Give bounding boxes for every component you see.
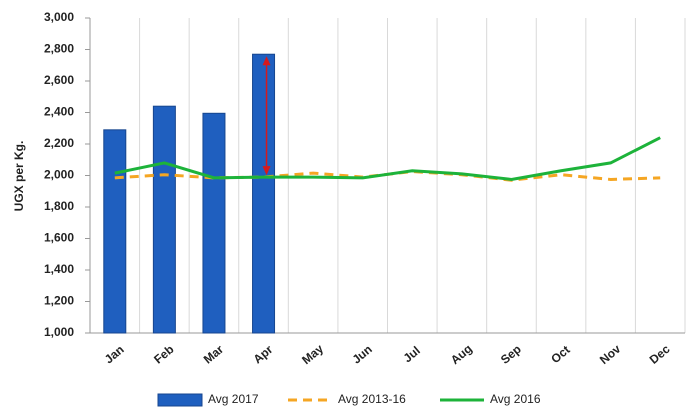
line — [114, 136, 661, 181]
x-tick-label: Mar — [201, 342, 227, 367]
x-tick-label: Sep — [498, 342, 524, 367]
y-tick-label: 2,200 — [44, 136, 74, 150]
legend-label: Avg 2013-16 — [338, 392, 406, 406]
y-tick-label: 2,600 — [44, 73, 74, 87]
y-tick-label: 3,000 — [44, 10, 74, 24]
x-tick-label: Jul — [401, 343, 423, 365]
legend-label: Avg 2016 — [490, 392, 541, 406]
y-tick-label: 2,000 — [44, 168, 74, 182]
legend-swatch — [157, 393, 203, 407]
x-tick-label: Jan — [102, 342, 127, 366]
x-tick-label: Aug — [448, 342, 475, 368]
x-tick-label: Oct — [548, 343, 572, 367]
legend-label: Avg 2017 — [208, 392, 259, 406]
arrow-head — [262, 56, 271, 66]
x-tick-label: Feb — [151, 342, 176, 366]
y-tick-label: 1,800 — [44, 199, 74, 213]
bar — [202, 112, 226, 334]
x-tick-label: Jun — [350, 342, 375, 366]
y-tick-label: 1,000 — [44, 325, 74, 339]
y-axis-label: UGX per Kg. — [12, 141, 26, 212]
bar — [152, 105, 176, 334]
x-tick-label: Dec — [647, 342, 673, 367]
bar — [252, 53, 276, 334]
y-tick-label: 1,400 — [44, 262, 74, 276]
arrow-head — [262, 166, 271, 176]
y-tick-label: 2,800 — [44, 42, 74, 56]
y-tick-label: 1,600 — [44, 231, 74, 245]
bar — [103, 129, 127, 334]
y-tick-label: 2,400 — [44, 105, 74, 119]
x-tick-label: Nov — [597, 342, 624, 368]
x-tick-label: Apr — [251, 342, 276, 366]
y-tick-label: 1,200 — [44, 294, 74, 308]
x-tick-label: May — [299, 341, 326, 367]
